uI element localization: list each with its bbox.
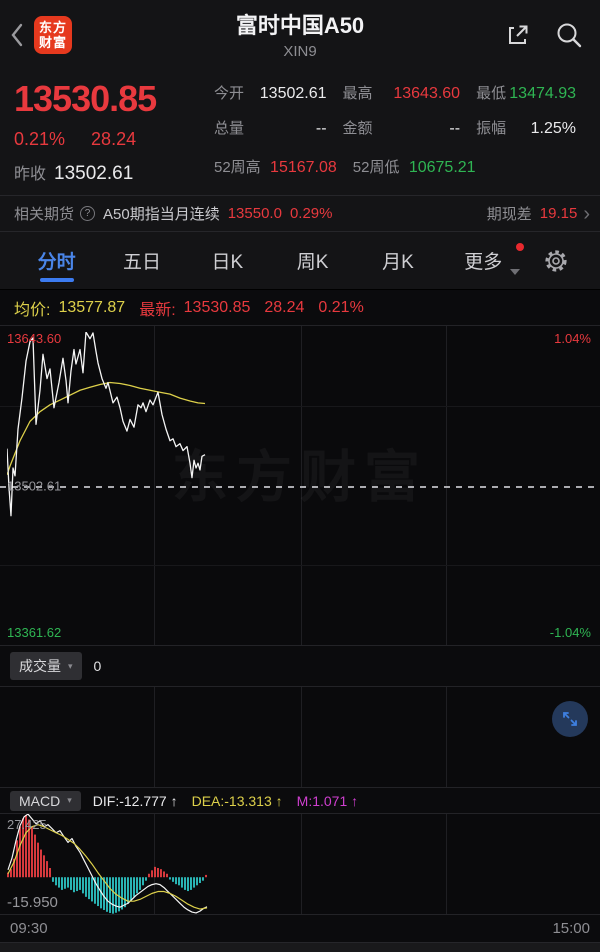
stat-52w-low: 52周低 10675.21 [352, 159, 476, 176]
macd-dea-value: DEA:-13.313 ↑ [191, 792, 283, 809]
gear-icon [545, 249, 567, 272]
share-icon[interactable] [504, 21, 532, 49]
stat-open: 今开 13502.61 [214, 85, 327, 102]
price-info-row: 均价: 13577.87 最新: 13530.85 28.24 0.21% [0, 290, 600, 325]
tab-5day[interactable]: 五日 [122, 252, 161, 273]
notification-dot [515, 243, 524, 251]
prev-close-label: 昨收 [14, 166, 47, 183]
header: 东方 财富 富时中国A50 XIN9 [0, 0, 600, 70]
price-line-chart [7, 332, 592, 639]
tab-daily-k[interactable]: 日K [211, 252, 244, 273]
basis-label: 期现差 [486, 206, 532, 223]
stat-volume: 总量 -- [214, 120, 327, 137]
prev-close-dashed-line [0, 485, 600, 488]
logo-text-1: 东方 [38, 20, 67, 35]
axis-high-label: 13643.60 [7, 331, 62, 346]
volume-indicator-selector[interactable]: 成交量 ▾ [10, 652, 82, 680]
quote-section: 13530.85 0.21% 28.24 昨收 13502.61 今开 13502… [0, 70, 600, 196]
help-icon[interactable]: ? [80, 206, 96, 221]
last-change: 28.24 [264, 298, 305, 316]
avg-price-label: 均价: [14, 301, 51, 319]
app-logo[interactable]: 东方 财富 [34, 16, 72, 54]
search-icon[interactable] [554, 20, 584, 50]
time-end-label: 15:00 [552, 920, 590, 937]
basis-value: 19.15 [539, 205, 578, 222]
quote-main: 13530.85 0.21% 28.24 昨收 13502.61 [14, 78, 210, 195]
volume-chart[interactable] [0, 686, 600, 788]
quote-stats: 今开 13502.61 最高 13643.60 最低 13474.93 总量 -- 金额… [210, 78, 600, 195]
stat-high: 最高 13643.60 [342, 85, 461, 102]
last-pct: 0.21% [318, 298, 364, 316]
macd-max-label: 27.425 [7, 817, 47, 832]
tab-weekly-k[interactable]: 周K [296, 252, 329, 273]
related-futures-bar[interactable]: 相关期货 ? A50期指当月连续 13550.0 0.29% 期现差 19.15… [0, 196, 600, 232]
futures-pct: 0.29% [289, 205, 333, 222]
caret-down-icon: ▾ [67, 795, 72, 805]
macd-indicator-selector[interactable]: MACD ▾ [10, 790, 81, 811]
chart-settings-button[interactable] [526, 248, 586, 274]
macd-plot [7, 814, 592, 914]
tab-more[interactable]: 更多 [441, 232, 526, 289]
last-label: 最新: [139, 301, 176, 319]
macd-m-value: M:1.071 ↑ [296, 792, 359, 809]
last-price: 13530.85 [14, 78, 157, 119]
futures-price: 13550.0 [227, 205, 282, 222]
period-tab-bar: 分时 五日 日K 周K 月K 更多 [0, 232, 600, 290]
stat-low: 最低 13474.93 [476, 85, 576, 102]
stat-amplitude: 振幅 1.25% [476, 120, 576, 137]
time-axis: 09:30 15:00 [0, 915, 600, 942]
tab-intraday[interactable]: 分时 [14, 232, 99, 289]
macd-dif-value: DIF:-12.777 ↑ [92, 792, 178, 809]
expand-arrows-icon [563, 712, 577, 726]
last-value: 13530.85 [183, 298, 251, 316]
stat-52w-high: 52周高 15167.08 [214, 159, 337, 176]
related-futures-label: 相关期货 [14, 206, 75, 223]
chevron-right-icon: › [583, 202, 590, 225]
stat-amount: 金额 -- [342, 120, 461, 137]
bottom-safe-area [0, 942, 600, 952]
back-chevron-icon [11, 23, 23, 47]
avg-price-value: 13577.87 [58, 298, 126, 316]
macd-min-label: -15.950 [7, 894, 58, 911]
axis-mid-label: 13502.61 [7, 478, 62, 493]
axis-high-pct-label: 1.04% [554, 331, 591, 346]
macd-chart[interactable]: 27.425 -15.950 [0, 813, 600, 915]
axis-low-label: 13361.62 [7, 625, 62, 640]
tab-monthly-k[interactable]: 月K [382, 252, 414, 273]
prev-close-value: 13502.61 [54, 163, 134, 184]
expand-chart-button[interactable] [552, 701, 588, 737]
logo-text-2: 财富 [38, 35, 67, 50]
volume-value: 0 [93, 658, 102, 674]
caret-down-icon: ▾ [68, 660, 73, 671]
macd-header: MACD ▾ DIF:-12.777 ↑ DEA:-13.313 ↑ M:1.0… [0, 788, 600, 813]
time-start-label: 09:30 [10, 920, 48, 937]
axis-low-pct-label: -1.04% [549, 625, 591, 640]
more-caret-icon [509, 269, 520, 275]
change-value: 28.24 [91, 129, 137, 149]
volume-header: 成交量 ▾ 0 [0, 646, 600, 686]
back-button[interactable] [0, 0, 34, 70]
futures-contract-name: A50期指当月连续 [103, 206, 220, 223]
change-percent: 0.21% [14, 129, 66, 149]
